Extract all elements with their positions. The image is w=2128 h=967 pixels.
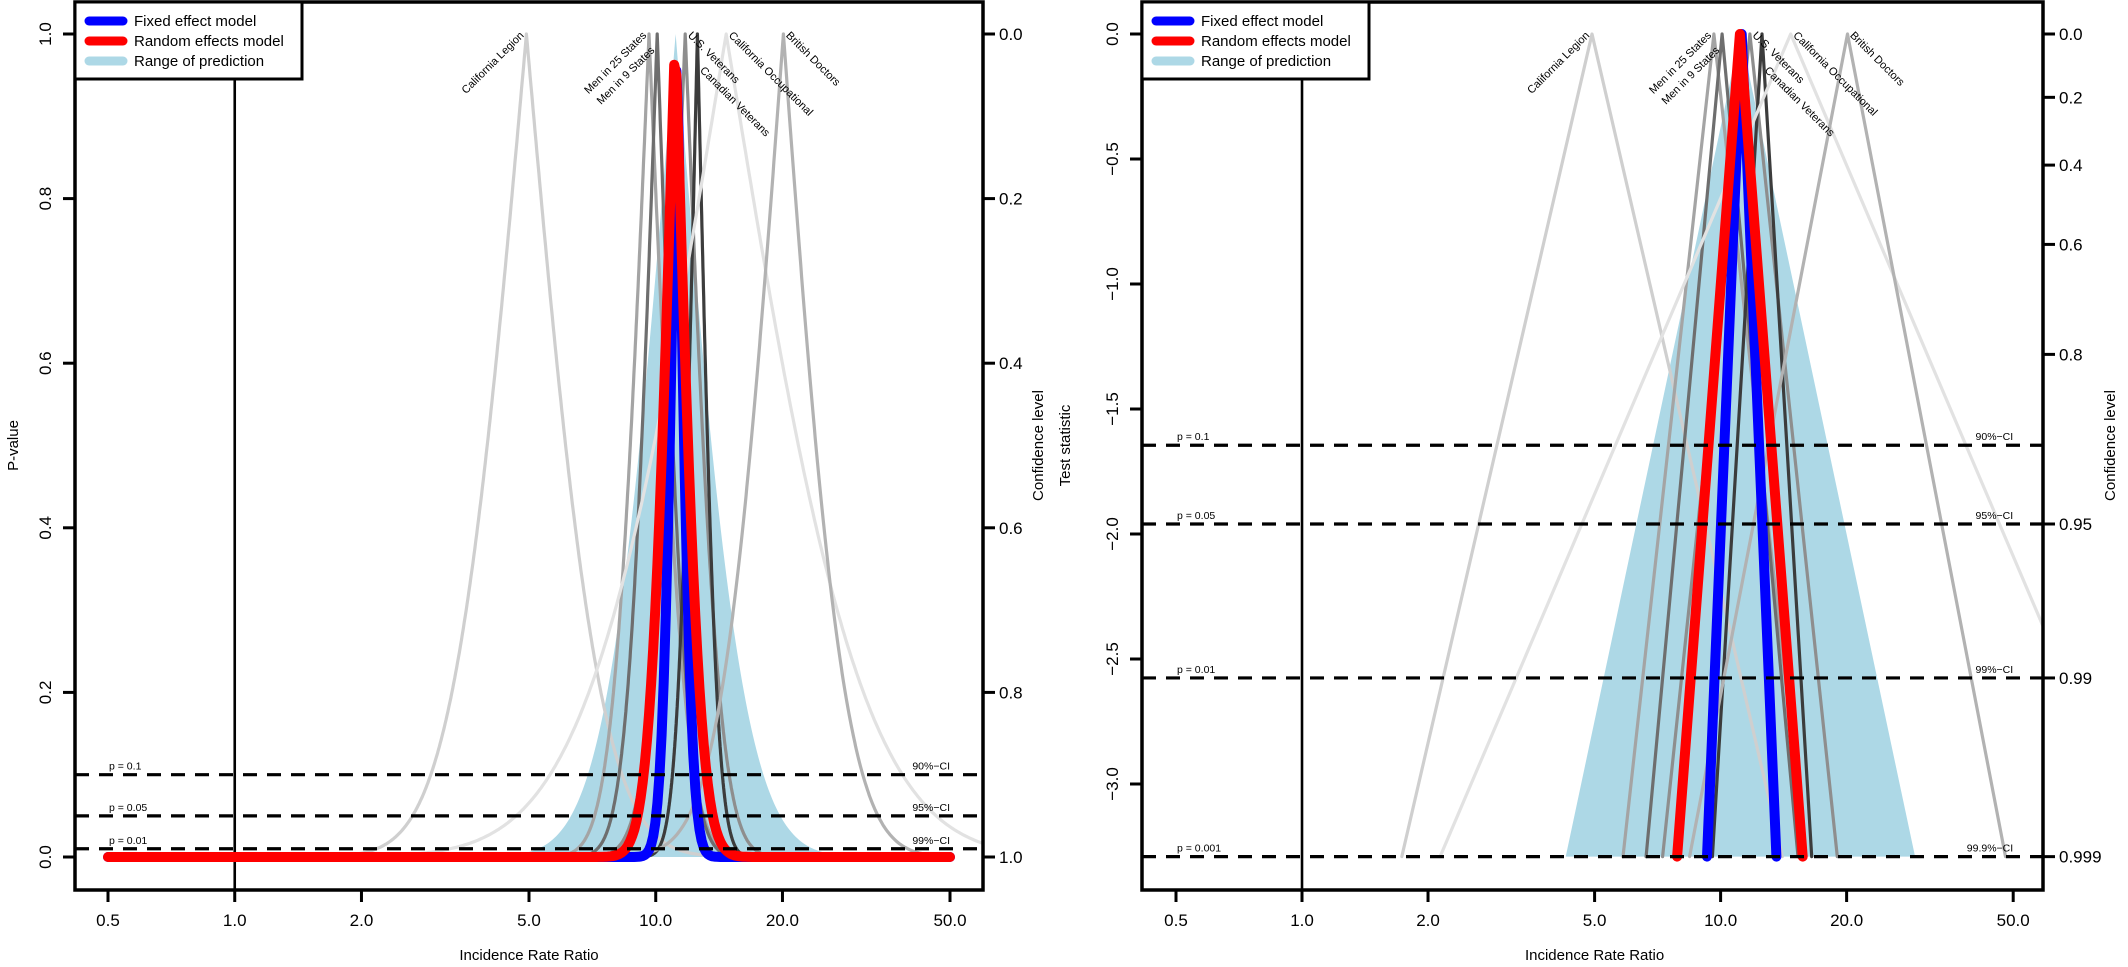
- y-tick-label: −1.5: [1103, 392, 1122, 426]
- y-tick-label: −1.0: [1103, 267, 1122, 301]
- y2-tick-label: 0.2: [2059, 88, 2083, 107]
- x-tick-label: 2.0: [350, 911, 374, 930]
- x-tick-label: 0.5: [1164, 911, 1188, 930]
- study-curve-u-s-veterans: [1660, 32, 1839, 859]
- x-tick-label: 50.0: [933, 911, 966, 930]
- x-axis-title: Incidence Rate Ratio: [1525, 947, 1664, 964]
- x-tick-label: 0.5: [96, 911, 120, 930]
- prediction-range-area: [499, 34, 852, 857]
- y-tick-label: 1.0: [36, 22, 55, 46]
- significance-line-p-label: p = 0.1: [1177, 431, 1210, 443]
- x-tick-label: 1.0: [223, 911, 247, 930]
- significance-line-p-label: p = 0.05: [1177, 510, 1215, 522]
- study-curve-u-s-veterans: [595, 32, 775, 858]
- random-effects-curve: [103, 59, 955, 862]
- significance-line-p-label: p = 0.05: [109, 802, 147, 814]
- significance-line-ci-label: 95%−CI: [912, 802, 950, 814]
- y2-axis-title: Confidence level: [2102, 390, 2119, 501]
- y-tick-label: 0.0: [1103, 22, 1122, 46]
- y2-axis-title: Confidence level: [1030, 390, 1047, 501]
- study-curve-california-occupational: [372, 32, 983, 858]
- y2-tick-label: 0.8: [999, 683, 1023, 702]
- x-tick-label: 10.0: [1704, 911, 1737, 930]
- plot-area: [1300, 2, 2043, 890]
- plot-frame: [73, 0, 985, 892]
- y2-tick-label: 0.4: [2059, 156, 2083, 175]
- study-curve-canadian-veterans: [645, 32, 749, 858]
- x-tick-label: 5.0: [517, 911, 541, 930]
- y-tick-label: 0.0: [36, 845, 55, 869]
- y-tick-label: −0.5: [1103, 142, 1122, 176]
- prediction-range-area: [1565, 34, 1916, 857]
- plot-area: [103, 2, 983, 890]
- y-tick-label: −2.0: [1103, 517, 1122, 551]
- y-axis-title: P-value: [5, 420, 22, 471]
- y-tick-label: 0.2: [36, 681, 55, 705]
- significance-line-ci-label: 90%−CI: [1976, 431, 2014, 443]
- significance-line-p-label: p = 0.001: [1177, 843, 1221, 855]
- x-tick-label: 20.0: [766, 911, 799, 930]
- x-tick-label: 5.0: [1583, 911, 1607, 930]
- y-tick-label: 0.6: [36, 351, 55, 375]
- y-axis-title: Test statistic: [1057, 404, 1074, 486]
- significance-line-ci-label: 95%−CI: [1976, 510, 2014, 522]
- study-curve-men-in-25-states: [555, 32, 743, 858]
- significance-line-p-label: p = 0.01: [1177, 664, 1215, 676]
- p-value-panel: p = 0.1 90%−CI p = 0.05 95%−CI p = 0.01 99%−C…: [5, 0, 1047, 964]
- x-tick-label: 2.0: [1416, 911, 1440, 930]
- y2-tick-label: 0.6: [2059, 235, 2083, 254]
- y-tick-label: −3.0: [1103, 767, 1122, 801]
- y-tick-label: 0.8: [36, 187, 55, 211]
- significance-line-ci-label: 90%−CI: [912, 761, 950, 773]
- test-statistic-panel: p = 0.1 90%−CI p = 0.05 95%−CI p = 0.01 99%−C…: [1057, 0, 2119, 964]
- legend-label: Random effects model: [134, 33, 284, 50]
- y-tick-label: −2.5: [1103, 642, 1122, 676]
- study-curve-men-in-9-states: [1644, 32, 1800, 859]
- significance-line-ci-label: 99.9%−CI: [1967, 843, 2013, 855]
- significance-line-p-label: p = 0.1: [109, 761, 142, 773]
- study-curve-canadian-veterans: [1710, 32, 1814, 859]
- study-label: British Doctors: [783, 30, 842, 89]
- y2-tick-label: 0.8: [2059, 345, 2083, 364]
- significance-line-ci-label: 99%−CI: [1976, 664, 2014, 676]
- legend-label: Random effects model: [1201, 33, 1351, 50]
- x-tick-label: 1.0: [1290, 911, 1314, 930]
- y2-tick-label: 0.95: [2059, 515, 2092, 534]
- legend-label: Range of prediction: [134, 53, 264, 70]
- legend-label: Fixed effect model: [134, 13, 256, 30]
- legend: Fixed effect model Random effects model Ra…: [1140, 0, 1371, 81]
- y2-tick-label: 0.999: [2059, 848, 2102, 867]
- legend-label: Fixed effect model: [1201, 13, 1323, 30]
- significance-line-p-label: p = 0.01: [109, 835, 147, 847]
- y2-tick-label: 0.2: [999, 190, 1023, 209]
- x-tick-label: 50.0: [1997, 911, 2030, 930]
- study-curve-british-doctors: [1687, 32, 2008, 859]
- x-tick-label: 20.0: [1830, 911, 1863, 930]
- y2-tick-label: 0.99: [2059, 669, 2092, 688]
- plot-frame: [1140, 0, 2045, 892]
- y2-tick-label: 0.0: [999, 25, 1023, 44]
- study-curve-california-occupational: [1438, 32, 2043, 859]
- study-curve-men-in-9-states: [579, 32, 736, 858]
- study-curve-british-doctors: [622, 32, 944, 858]
- study-curve-men-in-25-states: [1621, 32, 1807, 859]
- study-label: California Legion: [1525, 30, 1592, 97]
- y-tick-label: 0.4: [36, 516, 55, 540]
- y2-tick-label: 0.0: [2059, 25, 2083, 44]
- legend-label: Range of prediction: [1201, 53, 1331, 70]
- x-axis-title: Incidence Rate Ratio: [459, 947, 598, 964]
- y2-tick-label: 0.6: [999, 519, 1023, 538]
- significance-line-ci-label: 99%−CI: [912, 835, 950, 847]
- x-tick-label: 10.0: [639, 911, 672, 930]
- random-effects-curve: [1672, 29, 1808, 862]
- legend: Fixed effect model Random effects model Ra…: [73, 0, 304, 81]
- study-label: California Legion: [460, 30, 527, 97]
- y2-tick-label: 1.0: [999, 848, 1023, 867]
- y2-tick-label: 0.4: [999, 354, 1023, 373]
